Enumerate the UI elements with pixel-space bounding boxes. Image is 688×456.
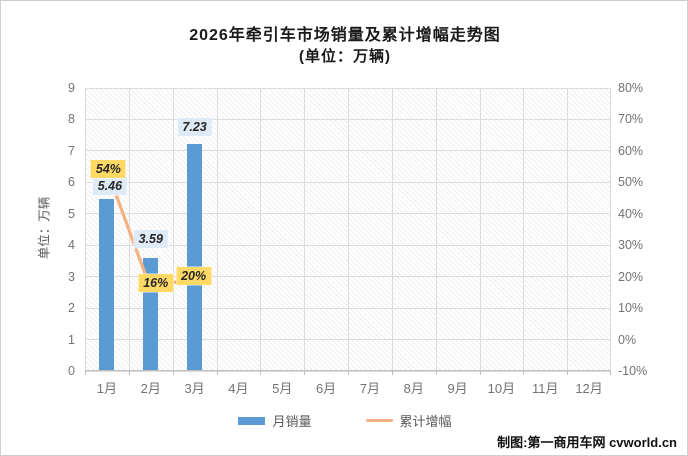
x-axis-tick-label: 11月 — [531, 381, 559, 396]
x-axis-tick-label: 6月 — [315, 381, 337, 396]
line-value-label: 16% — [138, 274, 174, 293]
legend-label-monthly-sales: 月销量 — [272, 414, 312, 429]
x-axis-tickmark — [128, 371, 130, 375]
x-axis-tickmark — [216, 371, 218, 375]
y-axis-right-tick-label: 80% — [618, 81, 644, 95]
x-axis-tick-label: 10月 — [487, 381, 516, 396]
legend-item-cumulative-growth: 累计增幅 — [365, 411, 452, 430]
y-axis-left-tick-label: 8 — [68, 112, 75, 127]
bar-value-label: 7.23 — [177, 117, 212, 136]
v-gridline — [479, 88, 481, 371]
legend-item-monthly-sales: 月销量 — [238, 411, 312, 430]
y-axis-right-tick-label: 30% — [618, 238, 644, 253]
v-gridline — [610, 88, 611, 371]
legend: 月销量 累计增幅 — [1, 411, 687, 430]
bar-value-label: 5.46 — [92, 177, 128, 196]
y-axis-right-tick-label: 40% — [618, 206, 644, 221]
x-axis-tick-label: 5月 — [272, 381, 293, 396]
x-axis-tick-label: 8月 — [403, 381, 424, 396]
line-series-swatch-icon — [365, 419, 393, 422]
line-value-label: 54% — [90, 159, 126, 178]
chart-subtitle: (单位：万辆) — [299, 48, 391, 65]
x-axis-tickmark — [435, 371, 437, 375]
sales-bar — [187, 143, 203, 370]
y-axis-right-tick-label: 70% — [618, 112, 644, 127]
x-axis-tick-label: 7月 — [359, 381, 381, 396]
v-gridline — [260, 88, 262, 371]
x-axis-tick-label: 12月 — [575, 381, 603, 396]
y-axis-right-tick-label: -10% — [618, 364, 648, 378]
y-axis-right-tick-label: 0% — [618, 332, 637, 347]
v-gridline — [567, 88, 569, 371]
v-gridline — [523, 88, 525, 371]
y-axis-left-tick-label: 7 — [68, 143, 75, 158]
v-gridline — [435, 88, 437, 371]
y-axis-left-tick-label: 0 — [68, 364, 75, 378]
y-axis-left-tick-label: 1 — [68, 332, 75, 347]
plot-area: 5.46 3.59 7.23 54% 16% 20% — [85, 87, 611, 375]
v-gridline — [216, 88, 218, 371]
y-axis-right-tick-label: 20% — [618, 269, 644, 284]
bar-value-label: 3.59 — [133, 230, 168, 249]
x-axis-tickmark — [172, 371, 174, 375]
chart-title: 2026年牵引车市场销量及累计增幅走势图 — [189, 27, 501, 44]
x-axis-tick-label: 1月 — [96, 381, 118, 396]
x-axis-tickmark — [523, 371, 525, 375]
x-axis-tickmark — [567, 371, 569, 375]
y-axis-left-tick-label: 2 — [68, 301, 75, 316]
y-axis-left-tick-label: 6 — [68, 175, 75, 190]
x-axis-tick-label: 4月 — [228, 381, 249, 396]
line-value-label: 20% — [176, 266, 212, 285]
x-axis-tick-label: 2月 — [140, 381, 161, 396]
x-axis-tickmark — [348, 371, 349, 375]
y-axis-left-tick-label: 4 — [68, 238, 75, 253]
y-axis-right-tick-label: 50% — [618, 175, 644, 190]
x-axis-tickmark — [260, 371, 262, 375]
x-axis-tickmark — [304, 371, 306, 375]
x-axis-tickmark — [391, 371, 393, 375]
y-axis-left-tick-label: 3 — [68, 269, 75, 284]
v-gridline — [172, 88, 174, 371]
y-axis-right-tick-label: 60% — [618, 143, 644, 158]
v-gridline — [348, 88, 349, 371]
x-axis-tick-label: 3月 — [184, 381, 205, 396]
v-gridline — [391, 88, 393, 371]
v-gridline — [304, 88, 306, 371]
v-gridline — [85, 88, 86, 371]
x-axis-tick-label: 9月 — [447, 381, 468, 396]
x-axis-tickmark — [610, 371, 611, 375]
x-axis-line — [85, 370, 611, 371]
y-axis-right-tick-label: 10% — [618, 301, 644, 316]
x-axis-tickmark — [479, 371, 481, 375]
y-axis-left-tick-label: 9 — [68, 81, 75, 95]
legend-label-cumulative-growth: 累计增幅 — [399, 414, 452, 429]
watermark-credit: 制图:第一商用车网 cvworld.cn — [497, 435, 677, 450]
sales-bar — [99, 199, 115, 370]
x-axis-tickmark — [85, 371, 86, 375]
y-axis-left-tick-label: 5 — [68, 206, 75, 221]
bar-series-swatch-icon — [238, 416, 266, 425]
